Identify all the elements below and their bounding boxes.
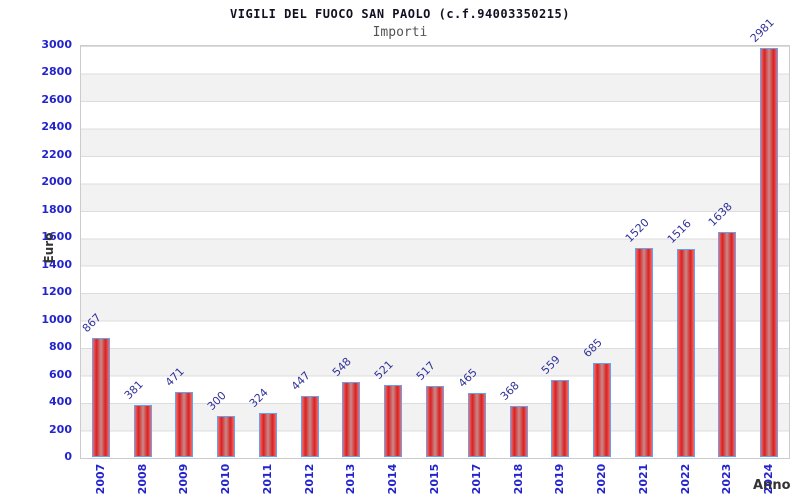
y-tick-label: 800 [49,340,72,354]
y-tick-label: 200 [49,422,72,436]
x-tick-label: 2010 [219,463,233,495]
x-axis-title: Anno [753,478,791,493]
x-tick-label: 2007 [93,463,107,495]
bar [634,248,653,457]
chart-subtitle: Importi [372,25,428,40]
x-tick-label: 2009 [177,463,191,495]
bar [175,392,194,457]
y-tick-label: 2600 [41,92,72,106]
x-tick-label: 2011 [260,463,274,495]
x-tick-label: 2022 [678,463,692,495]
bar [593,362,612,457]
y-tick-label: 0 [64,450,72,463]
y-tick-label: 1600 [41,230,72,244]
y-tick-label: 2800 [41,65,72,79]
y-axis-title: Euro [42,232,56,264]
bar [760,47,779,457]
y-tick-label: 1000 [41,312,72,326]
y-tick-label: 2400 [41,120,72,134]
chart-title: VIGILI DEL FUOCO SAN PAOLO (c.f.94003350… [230,7,570,21]
bar [217,415,236,457]
bar [426,385,444,457]
y-tick-label: 3000 [41,38,72,51]
bar [509,406,528,457]
y-tick-label: 2200 [41,147,72,161]
x-tick-label: 2013 [344,463,358,495]
bar [91,337,110,457]
bar [258,412,277,457]
bar [467,393,486,457]
bar [676,248,695,457]
bar [300,395,319,457]
x-tick-label: 2008 [135,463,149,495]
x-tick-label: 2012 [302,463,316,495]
x-tick-label: 2018 [511,463,525,495]
y-tick-label: 600 [49,367,72,381]
x-tick-label: 2015 [428,463,441,495]
y-tick-label: 1400 [41,257,72,271]
bar [384,385,403,457]
bar [718,232,737,457]
x-tick-label: 2021 [636,463,650,495]
x-tick-label: 2014 [386,463,400,495]
y-tick-label: 1800 [41,202,72,216]
x-tick-label: 2019 [553,463,567,495]
bar [342,381,361,457]
y-tick-label: 2000 [41,175,72,189]
y-tick-label: 400 [49,395,72,409]
x-tick-label: 2017 [469,463,483,495]
bar [551,380,570,457]
x-tick-label: 2023 [720,463,734,495]
y-tick-label: 1200 [41,285,72,299]
bar [133,404,152,457]
x-tick-label: 2020 [595,463,609,495]
